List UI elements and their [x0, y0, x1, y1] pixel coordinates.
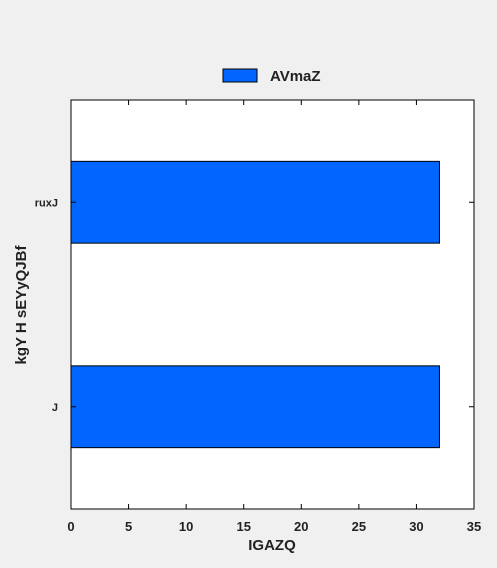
y-tick-label: J — [52, 402, 58, 414]
bar — [70, 365, 440, 449]
x-axis-label: IGAZQ — [248, 537, 296, 554]
bars-group — [70, 160, 440, 449]
x-tick-label: 25 — [352, 519, 366, 534]
legend: AVmaZ — [222, 68, 321, 85]
y-ticks-group: ruxJ J — [35, 197, 474, 414]
x-tick-label: 0 — [67, 519, 74, 534]
x-tick-label: 35 — [467, 519, 481, 534]
y-tick-label: ruxJ — [35, 197, 58, 209]
y-axis-label: kgY H sEYyQJBf — [13, 245, 30, 365]
x-tick-label: 30 — [409, 519, 423, 534]
x-tick-label: 10 — [179, 519, 193, 534]
x-ticks-group: 0 5 10 15 20 25 30 35 — [67, 100, 481, 534]
legend-label: AVmaZ — [270, 68, 321, 85]
legend-swatch — [222, 68, 258, 83]
x-tick-label: 20 — [294, 519, 308, 534]
x-tick-label: 5 — [125, 519, 132, 534]
x-tick-label: 15 — [236, 519, 250, 534]
bar — [70, 160, 440, 244]
